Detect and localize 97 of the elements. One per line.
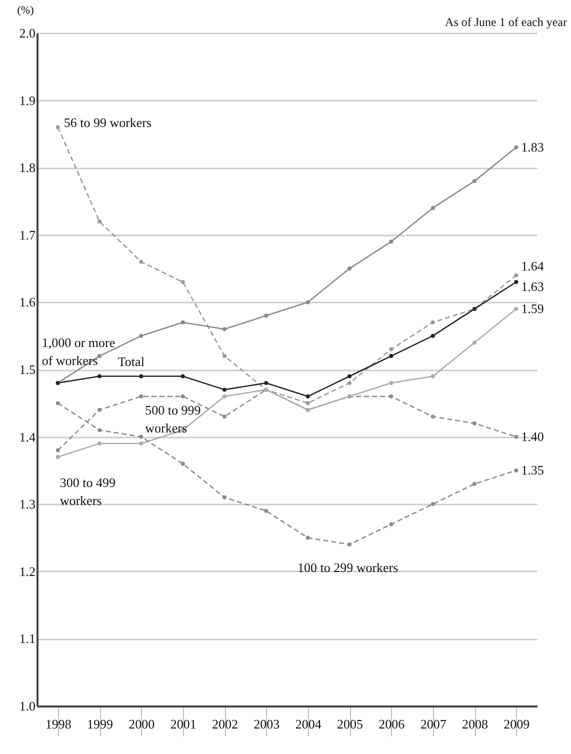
point	[56, 401, 60, 406]
point	[222, 414, 226, 419]
point	[472, 340, 476, 345]
point	[98, 354, 102, 358]
point	[430, 414, 435, 419]
x-tick-label: 2005	[337, 716, 363, 732]
point	[222, 327, 226, 332]
series-label: 300 to 499 workers	[60, 474, 116, 508]
point	[430, 502, 435, 506]
y-tick-label: 1.4	[19, 429, 36, 444]
x-tick-label: 1998	[45, 716, 72, 732]
point	[389, 347, 394, 352]
x-tick-label: 2008	[462, 716, 488, 732]
x-tick-label: 2002	[212, 716, 238, 732]
point	[472, 179, 476, 184]
point	[56, 448, 60, 452]
y-tick-label: 1.3	[19, 496, 36, 512]
x-tick-label: 2007	[420, 716, 447, 732]
point	[514, 280, 518, 284]
point	[389, 354, 394, 358]
point	[222, 354, 226, 358]
point	[139, 334, 144, 338]
point	[348, 266, 352, 271]
point	[472, 421, 476, 426]
y-tick-label: 1.1	[19, 631, 36, 646]
y-axis-title: (%)	[17, 4, 34, 16]
y-tick-label: 1.9	[19, 92, 36, 108]
point	[180, 320, 185, 324]
point	[430, 374, 435, 378]
data-label: 1.35	[521, 462, 544, 478]
point	[139, 434, 144, 439]
point	[389, 380, 394, 385]
point	[306, 536, 310, 540]
point	[98, 408, 102, 412]
series-label: 1,000 or more of workers	[42, 334, 116, 368]
series-label: 100 to 299 workers	[297, 560, 398, 575]
point	[264, 380, 268, 385]
point	[389, 394, 394, 398]
y-tick-label: 1.8	[19, 160, 36, 176]
data-label: 1.63	[521, 279, 544, 294]
point	[389, 522, 394, 526]
point	[180, 462, 185, 466]
point	[514, 434, 518, 439]
point	[180, 394, 185, 398]
point	[98, 374, 102, 378]
point	[430, 206, 435, 210]
point	[430, 320, 435, 324]
point	[56, 454, 60, 459]
x-tick-label: 2006	[378, 716, 406, 732]
series-label: 56 to 99 workers	[64, 115, 152, 130]
point	[348, 380, 352, 385]
x-tick-label: 2000	[128, 716, 155, 732]
data-label: 1.64	[521, 258, 544, 274]
point	[98, 442, 102, 446]
point	[472, 482, 476, 486]
point	[139, 260, 144, 264]
point	[139, 374, 144, 378]
point	[139, 394, 144, 398]
point	[98, 219, 102, 224]
point	[348, 374, 352, 378]
y-tick-label: 2.0	[19, 26, 36, 40]
point	[389, 240, 394, 244]
point	[98, 428, 102, 432]
point	[306, 300, 310, 304]
y-tick-label: 1.5	[19, 362, 36, 377]
point	[222, 495, 226, 500]
point	[514, 468, 518, 472]
point	[180, 280, 185, 284]
series-label: Total	[118, 354, 145, 370]
x-tick-label: 2003	[254, 716, 280, 732]
x-tick-label: 2001	[170, 716, 196, 732]
data-label: 1.83	[521, 139, 544, 154]
data-label: 1.59	[521, 300, 544, 316]
point	[348, 542, 352, 546]
point	[264, 314, 268, 318]
x-tick-label: 1999	[87, 716, 113, 732]
point	[56, 125, 60, 130]
point	[430, 334, 435, 338]
point	[264, 508, 268, 513]
point	[514, 306, 518, 311]
point	[180, 374, 185, 378]
y-tick-label: 1.2	[19, 564, 36, 579]
series-label: 500 to 999 workers	[145, 402, 201, 436]
point	[139, 442, 144, 446]
x-tick-label: 2009	[504, 716, 530, 732]
point	[222, 388, 226, 392]
y-tick-label: 1.7	[19, 227, 36, 242]
y-tick-label: 1.6	[19, 294, 36, 310]
point	[514, 145, 518, 150]
text: As of June 1 of each year	[445, 15, 567, 29]
point	[222, 394, 226, 398]
data-label: 1.40	[521, 428, 544, 444]
y-tick-label: 1.0	[19, 698, 36, 714]
x-tick-label: 2004	[295, 716, 322, 732]
point	[306, 394, 310, 398]
point	[306, 401, 310, 406]
point	[514, 273, 518, 278]
